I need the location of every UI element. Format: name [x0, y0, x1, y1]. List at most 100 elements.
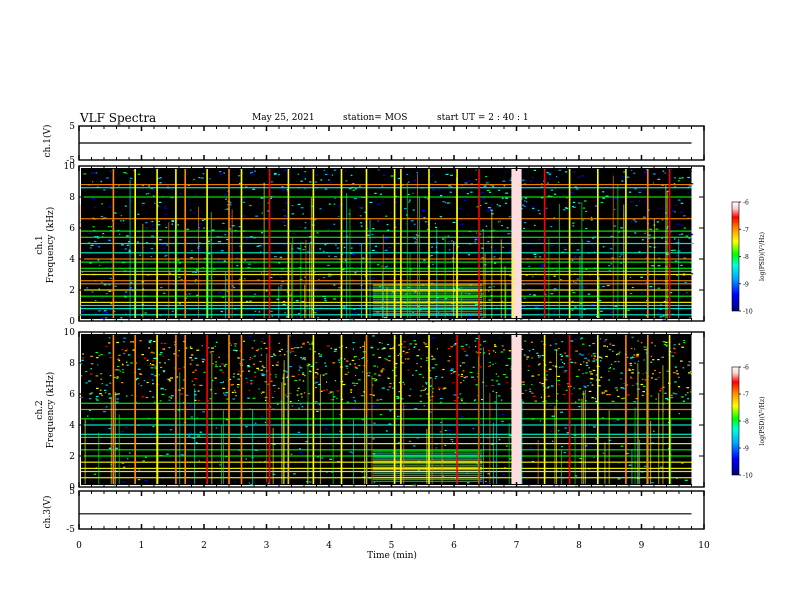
- noise-speck: [324, 298, 327, 300]
- noise-speck: [180, 393, 184, 395]
- noise-speck: [298, 226, 301, 228]
- noise-speck: [113, 272, 116, 274]
- noise-speck: [631, 286, 634, 289]
- noise-speck: [109, 382, 112, 384]
- noise-speck: [405, 293, 407, 295]
- noise-speck: [581, 354, 584, 356]
- noise-speck: [108, 290, 112, 292]
- noise-speck: [362, 357, 365, 359]
- noise-speck: [308, 363, 311, 366]
- noise-speck: [458, 374, 460, 376]
- noise-speck: [186, 228, 189, 230]
- noise-speck: [423, 342, 425, 344]
- noise-speck: [232, 398, 235, 400]
- noise-speck: [269, 276, 273, 279]
- noise-speck: [277, 403, 279, 405]
- noise-speck: [459, 207, 462, 209]
- y-tick-label: 4: [69, 255, 75, 265]
- noise-speck: [418, 373, 422, 375]
- noise-speck: [391, 177, 393, 179]
- noise-speck: [367, 234, 370, 236]
- noise-speck: [266, 220, 269, 222]
- noise-speck: [657, 287, 660, 289]
- noise-speck: [281, 315, 283, 317]
- noise-speck: [165, 226, 168, 229]
- noise-speck: [572, 292, 576, 294]
- noise-speck: [600, 360, 602, 362]
- noise-speck: [352, 189, 355, 191]
- noise-speck: [598, 406, 601, 409]
- noise-speck: [626, 452, 629, 454]
- noise-speck: [587, 293, 591, 295]
- noise-speck: [635, 205, 638, 207]
- impulsive-event-faint: [559, 204, 560, 318]
- noise-speck: [223, 394, 227, 396]
- noise-speck: [560, 411, 563, 413]
- ch1-frequency-ylabel: Frequency (kHz): [45, 207, 56, 284]
- noise-speck: [613, 225, 617, 227]
- noise-speck: [614, 208, 616, 210]
- noise-speck: [148, 220, 152, 223]
- noise-speck: [457, 246, 460, 248]
- noise-speck: [652, 373, 654, 375]
- noise-speck: [540, 313, 542, 315]
- noise-speck: [224, 194, 227, 196]
- noise-speck: [327, 264, 330, 266]
- noise-speck: [612, 350, 614, 352]
- noise-speck: [333, 223, 336, 225]
- noise-speck: [372, 438, 375, 440]
- noise-speck: [678, 343, 681, 345]
- noise-speck: [435, 226, 438, 228]
- noise-speck: [254, 310, 257, 312]
- noise-speck: [333, 350, 337, 352]
- noise-speck: [190, 257, 193, 259]
- noise-speck: [239, 182, 241, 185]
- noise-speck: [640, 276, 643, 278]
- noise-speck: [113, 376, 117, 378]
- noise-speck: [544, 379, 548, 381]
- noise-speck: [269, 373, 272, 375]
- noise-speck: [123, 294, 127, 296]
- noise-speck: [416, 355, 419, 357]
- noise-speck: [267, 202, 270, 204]
- noise-speck: [255, 349, 259, 352]
- impulsive-event-faint: [110, 396, 112, 484]
- noise-speck: [351, 318, 354, 320]
- noise-speck: [259, 360, 262, 363]
- noise-speck: [250, 383, 252, 385]
- noise-speck: [572, 171, 576, 173]
- impulsive-event: [393, 169, 396, 318]
- noise-speck: [414, 291, 417, 293]
- noise-speck: [171, 220, 175, 222]
- noise-speck: [522, 464, 524, 467]
- noise-speck: [351, 247, 353, 249]
- colorbar-tick-label: -8: [743, 419, 749, 426]
- noise-speck: [459, 365, 462, 367]
- noise-speck: [617, 395, 620, 398]
- noise-speck: [204, 193, 206, 195]
- noise-speck: [657, 312, 660, 314]
- noise-speck: [644, 172, 647, 174]
- noise-speck: [492, 390, 495, 392]
- noise-speck: [599, 310, 602, 312]
- noise-speck: [531, 392, 534, 394]
- noise-speck: [291, 405, 293, 407]
- noise-speck: [333, 396, 336, 398]
- noise-speck: [256, 245, 260, 247]
- noise-speck: [289, 392, 292, 395]
- noise-speck: [376, 399, 379, 401]
- noise-speck: [461, 400, 463, 402]
- noise-speck: [381, 265, 383, 267]
- noise-speck: [660, 303, 662, 305]
- noise-speck: [336, 390, 339, 392]
- noise-speck: [362, 371, 364, 373]
- noise-speck: [553, 290, 556, 292]
- noise-speck: [691, 183, 694, 185]
- noise-speck: [234, 389, 236, 391]
- noise-speck: [455, 478, 457, 480]
- noise-speck: [217, 259, 221, 261]
- noise-speck: [539, 355, 541, 357]
- noise-speck: [227, 317, 229, 319]
- x-tick-label: 8: [576, 541, 582, 551]
